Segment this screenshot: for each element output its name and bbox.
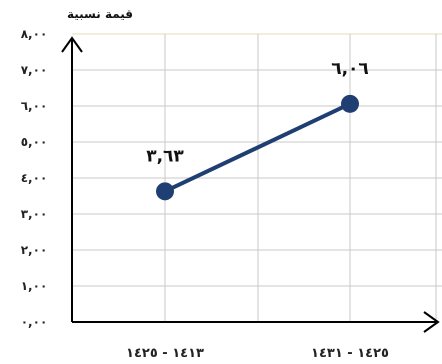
y-tick-label: ٤,٠٠ bbox=[21, 171, 48, 185]
x-axis-arrow bbox=[423, 311, 440, 333]
gridlines bbox=[72, 33, 442, 322]
data-point bbox=[341, 94, 359, 113]
axes bbox=[61, 36, 440, 333]
y-tick-label: ٢,٠٠ bbox=[21, 243, 48, 257]
x-tick-label: ١٤٢٥ - ١٤٣١ bbox=[311, 346, 389, 361]
x-tick-labels: ١٤١٣ - ١٤٢٥ ١٤٢٥ - ١٤٣١ bbox=[126, 346, 389, 361]
data-label: ٣,٦٣ bbox=[146, 146, 184, 166]
y-axis-label: قيمة نسبية bbox=[67, 7, 133, 21]
y-tick-labels: ٠,٠٠ ١,٠٠ ٢,٠٠ ٣,٠٠ ٤,٠٠ ٥,٠٠ ٦,٠٠ ٧,٠٠ ٨,٠٠ bbox=[21, 27, 48, 329]
series: ٣,٦٣ ٦,٠٦ bbox=[146, 59, 369, 201]
y-axis-arrow bbox=[61, 36, 83, 53]
series-line bbox=[164, 102, 351, 194]
y-tick-label: ٦,٠٠ bbox=[21, 99, 48, 113]
y-tick-label: ٣,٠٠ bbox=[21, 207, 48, 221]
y-tick-label: ٨,٠٠ bbox=[21, 27, 48, 41]
y-tick-label: ١,٠٠ bbox=[21, 279, 48, 293]
data-point bbox=[156, 182, 174, 201]
x-tick-label: ١٤١٣ - ١٤٢٥ bbox=[126, 346, 204, 361]
y-tick-label: ٠,٠٠ bbox=[21, 315, 48, 329]
y-tick-label: ٥,٠٠ bbox=[21, 135, 48, 149]
data-label: ٦,٠٦ bbox=[331, 59, 369, 79]
y-tick-label: ٧,٠٠ bbox=[21, 63, 48, 77]
